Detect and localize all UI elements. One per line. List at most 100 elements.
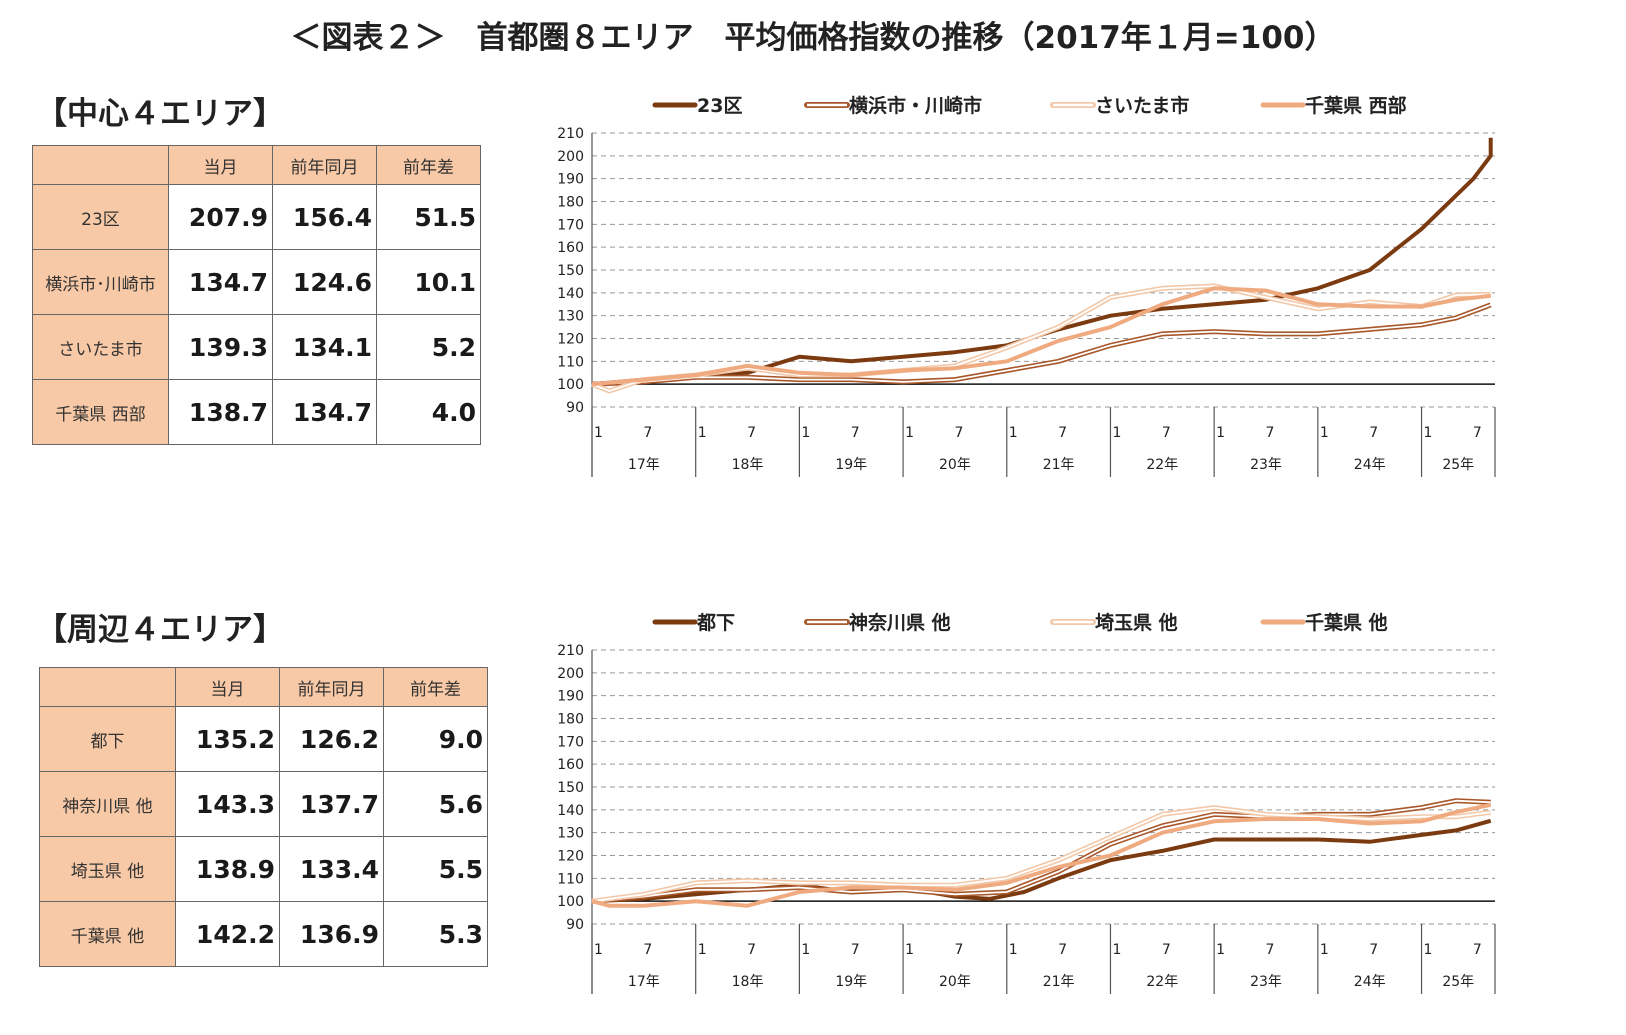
prev-year-value: 134.7 (272, 379, 377, 445)
prev-year-value: 126.2 (279, 706, 384, 772)
x-tick-label: 1 (594, 942, 603, 958)
prev-year-value: 133.4 (279, 836, 384, 902)
x-tick-label: 1 (1320, 942, 1329, 958)
row-label: 千葉県 他 (39, 901, 176, 967)
series-path-inner (591, 799, 1491, 903)
center-areas-chart: 23区 横浜市・川崎市 さいたま市 千葉県 西部2102001901801701601… (557, 94, 1496, 477)
year-label: 21年 (1043, 457, 1075, 473)
x-tick-label: 1 (1112, 425, 1121, 441)
x-tick-label: 7 (1266, 425, 1275, 441)
year-label: 21年 (1043, 974, 1075, 990)
y-tick-label: 130 (557, 826, 584, 842)
row-label: 都下 (39, 706, 176, 772)
x-tick-label: 1 (1424, 942, 1433, 958)
y-tick-label: 90 (566, 400, 584, 416)
y-tick-label: 170 (557, 217, 584, 233)
row-label: 横浜市･川崎市 (32, 249, 169, 315)
legend-item: 埼玉県 他 (1050, 611, 1178, 634)
legend-label: 23区 (697, 95, 742, 117)
table-row: さいたま市 139.3 134.1 5.2 (32, 314, 481, 380)
legend-item: 千葉県 他 (1260, 611, 1388, 634)
x-tick-label: 1 (594, 425, 603, 441)
x-tick-label: 1 (801, 942, 810, 958)
diff-value: 5.5 (383, 836, 488, 902)
y-tick-label: 200 (557, 666, 584, 682)
table-row: 23区 207.9 156.4 51.5 (32, 184, 481, 250)
table-row: 横浜市･川崎市 134.7 124.6 10.1 (32, 249, 481, 315)
year-label: 17年 (628, 974, 660, 990)
year-label: 24年 (1354, 974, 1386, 990)
y-tick-label: 150 (557, 263, 584, 279)
header-blank (32, 145, 169, 185)
y-tick-label: 140 (557, 803, 584, 819)
x-tick-label: 7 (954, 942, 963, 958)
x-tick-label: 1 (1009, 942, 1018, 958)
row-label: 埼玉県 他 (39, 836, 176, 902)
y-tick-label: 110 (557, 871, 584, 887)
legend-label: 横浜市・川崎市 (849, 94, 982, 117)
outer-areas-chart: 都下 神奈川県 他埼玉県 他千葉県 他2102001901801701601501… (557, 611, 1496, 994)
x-tick-label: 7 (851, 425, 860, 441)
header-current: 当月 (168, 145, 273, 185)
prev-year-value: 136.9 (279, 901, 384, 967)
table-row: 千葉県 西部 138.7 134.7 4.0 (32, 379, 481, 445)
y-tick-label: 100 (557, 377, 584, 393)
x-tick-label: 1 (1009, 425, 1018, 441)
y-tick-label: 140 (557, 286, 584, 302)
outer-areas-table: 当月 前年同月 前年差 都下 135.2 126.2 9.0 神奈川県 他 14… (39, 667, 488, 967)
y-tick-label: 210 (557, 126, 584, 142)
y-tick-label: 190 (557, 172, 584, 188)
table-row: 千葉県 他 142.2 136.9 5.3 (39, 901, 488, 967)
year-label: 24年 (1354, 457, 1386, 473)
legend-label: 千葉県 西部 (1305, 94, 1407, 117)
page-title: ＜図表２＞ 首都圏８エリア 平均価格指数の推移（2017年１月=100） (290, 20, 1336, 56)
x-tick-label: 7 (747, 942, 756, 958)
y-tick-label: 160 (557, 240, 584, 256)
x-tick-label: 7 (643, 425, 652, 441)
diff-value: 51.5 (376, 184, 481, 250)
current-value: 207.9 (168, 184, 273, 250)
y-tick-label: 130 (557, 309, 584, 325)
legend-item: 神奈川県 他 (804, 611, 951, 634)
header-current: 当月 (175, 667, 280, 707)
legend-item: 横浜市・川崎市 (804, 94, 982, 117)
legend-item: 23区 (652, 95, 742, 117)
x-tick-label: 7 (954, 425, 963, 441)
current-value: 134.7 (168, 249, 273, 315)
header-diff: 前年差 (383, 667, 488, 707)
y-tick-label: 90 (566, 917, 584, 933)
x-tick-label: 7 (1369, 942, 1378, 958)
series-path (591, 286, 1491, 387)
row-label: 23区 (32, 184, 169, 250)
year-label: 20年 (939, 974, 971, 990)
header-prev-year: 前年同月 (272, 145, 377, 185)
legend-label: 千葉県 他 (1305, 611, 1388, 634)
y-tick-label: 120 (557, 849, 584, 865)
series-path-inner (591, 806, 1491, 903)
header-blank (39, 667, 176, 707)
year-label: 23年 (1250, 457, 1282, 473)
legend-item: 都下 (652, 612, 735, 634)
legend-label: 埼玉県 他 (1095, 611, 1178, 634)
center-areas-table: 当月 前年同月 前年差 23区 207.9 156.4 51.5 横浜市･川崎市… (32, 145, 481, 445)
prev-year-value: 134.1 (272, 314, 377, 380)
series-line (591, 802, 1492, 908)
y-tick-label: 210 (557, 643, 584, 659)
series-path (591, 802, 1492, 908)
series-line (591, 798, 1491, 904)
current-value: 138.7 (168, 379, 273, 445)
x-tick-label: 7 (1162, 425, 1171, 441)
year-label: 18年 (732, 974, 764, 990)
x-tick-label: 7 (1369, 425, 1378, 441)
table-row: 神奈川県 他 143.3 137.7 5.6 (39, 771, 488, 837)
header-diff: 前年差 (376, 145, 481, 185)
x-tick-label: 1 (905, 425, 914, 441)
x-tick-label: 7 (1058, 425, 1067, 441)
x-tick-label: 7 (1266, 942, 1275, 958)
row-label: 神奈川県 他 (39, 771, 176, 837)
table-row: 都下 135.2 126.2 9.0 (39, 706, 488, 772)
y-tick-label: 190 (557, 689, 584, 705)
year-label: 18年 (732, 457, 764, 473)
y-tick-label: 120 (557, 332, 584, 348)
x-tick-label: 7 (851, 942, 860, 958)
